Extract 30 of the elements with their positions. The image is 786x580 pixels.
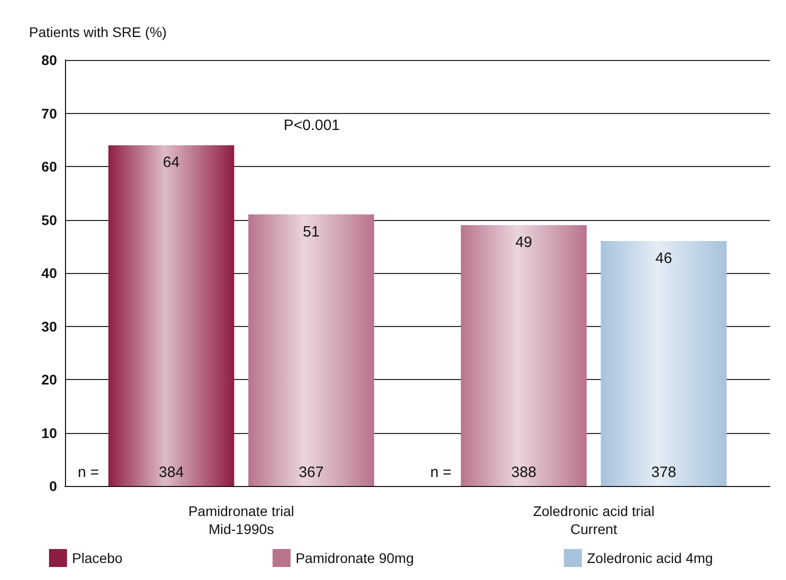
data-label: 46 (655, 250, 672, 268)
y-axis-title: Patients with SRE (%) (29, 24, 167, 40)
annotation: 367 (298, 464, 324, 481)
y-tick-label: 40 (41, 265, 58, 281)
annotation: n = (430, 464, 452, 481)
y-tick-label: 30 (41, 318, 58, 334)
bar (108, 145, 234, 486)
annotation: 384 (158, 464, 184, 481)
annotation: 378 (651, 464, 676, 481)
legend-label: Placebo (72, 550, 123, 566)
legend-label: Pamidronate 90mg (296, 550, 414, 566)
bar (248, 214, 374, 486)
data-label: 51 (302, 223, 320, 240)
y-tick-label: 60 (41, 158, 58, 174)
y-tick-label: 50 (41, 212, 58, 228)
y-tick-label: 0 (49, 478, 58, 494)
annotation: 388 (511, 464, 536, 481)
y-tick-label: 10 (41, 424, 58, 441)
x-tick-label: Zoledronic acid trial Current (533, 503, 654, 537)
x-tick-label: Pamidronate trial Mid-1990s (188, 503, 294, 537)
bar (600, 241, 727, 486)
y-tick-label: 70 (41, 105, 58, 122)
annotation: n = (78, 464, 100, 481)
bar (460, 225, 587, 486)
data-label: 49 (515, 234, 532, 252)
legend-label: Zoledronic acid 4mg (586, 550, 713, 566)
annotation: P<0.001 (284, 117, 340, 134)
y-tick-label: 20 (41, 372, 58, 388)
data-label: 64 (162, 154, 180, 172)
y-tick-label: 80 (41, 52, 58, 68)
